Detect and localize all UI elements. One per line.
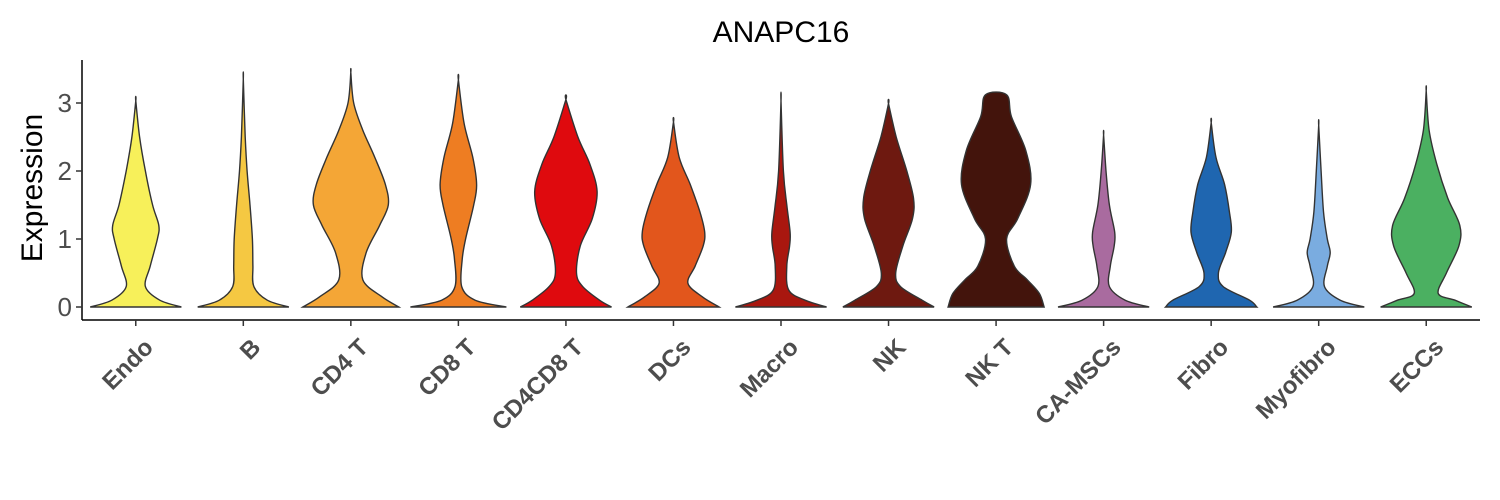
- violin-cd4cd8-t: [519, 94, 612, 308]
- y-tick-label: 2: [58, 156, 72, 186]
- y-ticks: 0 1 2 3: [58, 88, 82, 322]
- x-tick-label: CA-MSCs: [1030, 334, 1126, 430]
- violin-dcs: [625, 116, 722, 308]
- violin-b: [197, 71, 290, 308]
- x-tick-label: B: [235, 334, 266, 365]
- violin-eccs: [1380, 85, 1473, 308]
- x-tick-label: CD4CD8 T: [487, 334, 589, 436]
- y-axis-label: Expression: [16, 114, 49, 262]
- chart-title: ANAPC16: [713, 16, 850, 49]
- x-tick-label: Fibro: [1173, 334, 1235, 396]
- y-tick-label: 0: [58, 292, 72, 322]
- x-tick-label: ECCs: [1385, 334, 1449, 398]
- x-tick-label: Myofibro: [1251, 334, 1342, 425]
- x-tick-label: CD8 T: [413, 334, 481, 402]
- x-ticks: Endo B CD4 T CD8 T CD4CD8 T DCs Macro NK NK T CA-…: [97, 320, 1449, 436]
- x-tick-label: Endo: [97, 334, 159, 396]
- y-tick-label: 1: [58, 224, 72, 254]
- violin-cd4-t: [300, 67, 402, 308]
- violin-group: [89, 67, 1473, 308]
- violin-cd8-t: [410, 73, 507, 308]
- violin-macro: [735, 91, 827, 308]
- violin-myofibro: [1272, 118, 1365, 308]
- violin-fibro: [1163, 117, 1259, 308]
- x-tick-label: CD4 T: [306, 334, 374, 402]
- y-tick-label: 3: [58, 88, 72, 118]
- x-tick-label: Macro: [735, 334, 804, 403]
- x-tick-label: NK: [868, 333, 912, 377]
- x-tick-label: DCs: [643, 334, 696, 387]
- x-tick-label: NK T: [960, 334, 1019, 393]
- violin-endo: [89, 95, 182, 308]
- violin-nk-t: [947, 91, 1046, 308]
- violin-nk: [842, 98, 935, 308]
- violin-ca-mscs: [1057, 129, 1150, 308]
